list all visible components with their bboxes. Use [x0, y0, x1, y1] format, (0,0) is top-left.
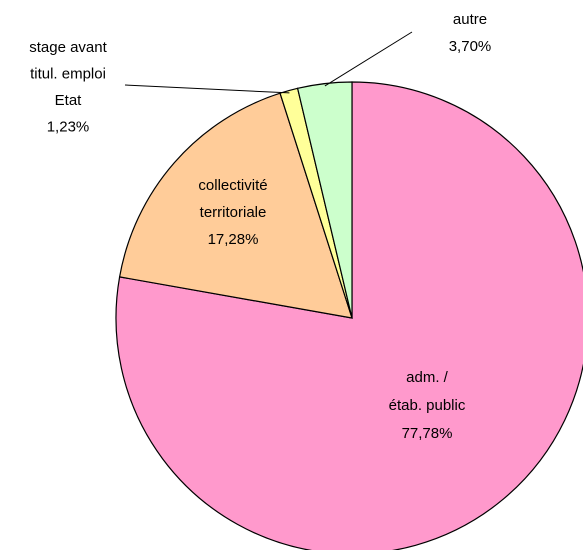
label-line: étab. public	[389, 397, 466, 414]
label-line: titul. emploi	[30, 65, 106, 82]
value-label: 3,70%	[449, 38, 492, 55]
label-line: collectivité	[198, 177, 267, 194]
slice-label: collectivité territoriale	[198, 177, 267, 221]
label-line: adm. /	[406, 369, 449, 386]
label-line: stage avant	[29, 39, 107, 56]
label-line: Etat	[55, 92, 83, 109]
label-line: autre	[453, 11, 487, 28]
slice-label: adm. / étab. public	[389, 369, 466, 414]
pie-slice	[115, 81, 583, 550]
pie-slice	[118, 92, 353, 319]
leader-line	[324, 31, 413, 87]
pie-slice	[296, 81, 353, 319]
slice-label: autre	[453, 11, 487, 28]
label-line: territoriale	[200, 204, 267, 221]
value-label: 77,78%	[402, 425, 453, 442]
value-label: 1,23%	[47, 118, 90, 135]
slice-label: stage avant titul. emploi Etat	[29, 39, 107, 109]
value-label: 17,28%	[208, 231, 259, 248]
leader-line	[124, 84, 290, 94]
